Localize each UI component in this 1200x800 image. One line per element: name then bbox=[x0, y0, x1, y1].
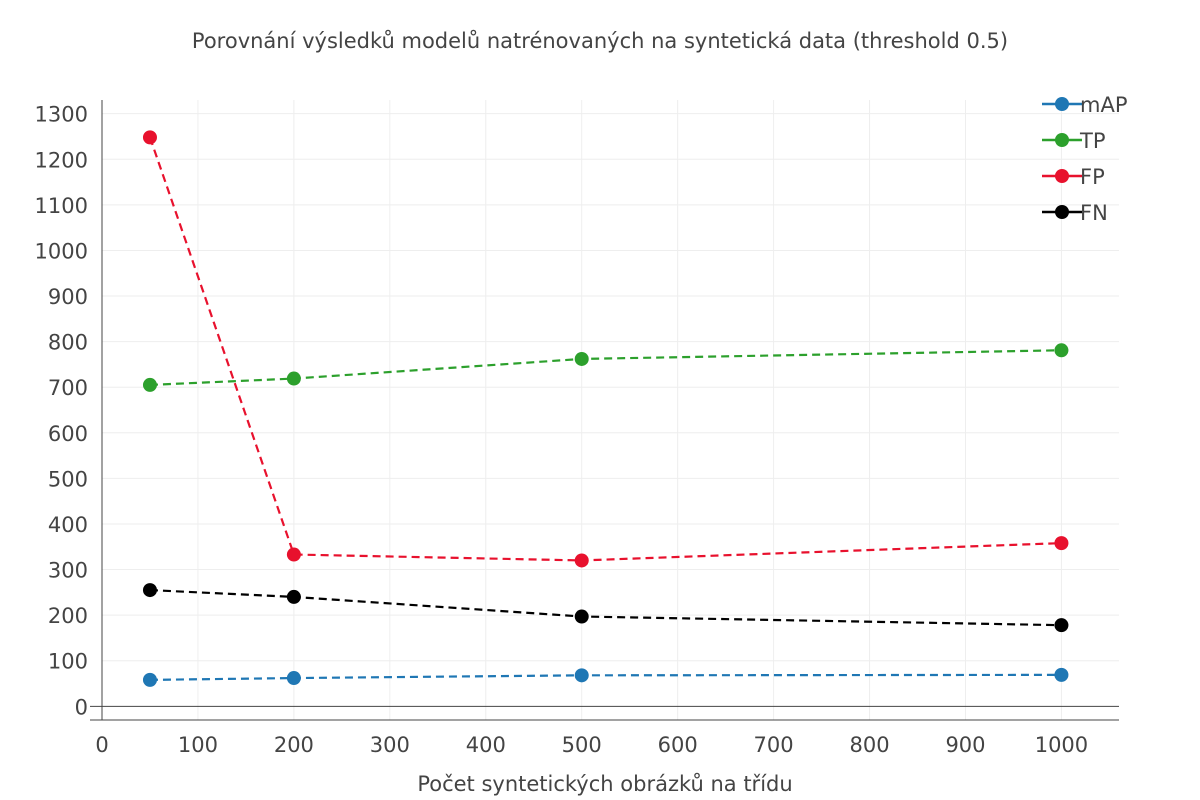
data-point-fn[interactable] bbox=[574, 609, 589, 624]
y-tick-label: 1000 bbox=[35, 239, 88, 263]
legend-item-fn[interactable]: FN bbox=[1042, 201, 1108, 225]
x-tick-label: 0 bbox=[95, 733, 108, 757]
series-fn bbox=[142, 583, 1069, 633]
legend-marker bbox=[1055, 205, 1069, 219]
x-tick-label: 400 bbox=[466, 733, 506, 757]
legend-item-tp[interactable]: TP bbox=[1042, 129, 1106, 153]
data-point-fn[interactable] bbox=[142, 583, 157, 598]
legend-marker bbox=[1055, 133, 1069, 147]
legend-item-fp[interactable]: FP bbox=[1042, 165, 1105, 189]
series-line-fn bbox=[149, 588, 1062, 627]
y-tick-label: 1100 bbox=[35, 194, 88, 218]
data-point-fp[interactable] bbox=[574, 553, 589, 568]
legend-label: TP bbox=[1079, 129, 1106, 153]
x-tick-label: 300 bbox=[370, 733, 410, 757]
legend-marker bbox=[1055, 97, 1069, 111]
y-tick-label: 400 bbox=[48, 513, 88, 537]
legend-marker bbox=[1055, 169, 1069, 183]
data-point-fp[interactable] bbox=[142, 130, 157, 145]
x-tick-label: 100 bbox=[178, 733, 218, 757]
data-point-fn[interactable] bbox=[1054, 618, 1069, 633]
data-point-map[interactable] bbox=[1054, 667, 1069, 682]
chart-title: Porovnání výsledků modelů natrénovaných … bbox=[192, 29, 1008, 53]
x-tick-label: 1000 bbox=[1035, 733, 1088, 757]
data-point-tp[interactable] bbox=[574, 351, 589, 366]
y-tick-label: 200 bbox=[48, 604, 88, 628]
series-tp bbox=[142, 343, 1069, 392]
y-tick-label: 0 bbox=[75, 695, 88, 719]
legend-item-map[interactable]: mAP bbox=[1042, 93, 1128, 117]
x-tick-label: 500 bbox=[562, 733, 602, 757]
y-tick-label: 500 bbox=[48, 467, 88, 491]
x-tick-label: 200 bbox=[274, 733, 314, 757]
y-tick-label: 700 bbox=[48, 376, 88, 400]
grid bbox=[102, 100, 1119, 720]
series-line-tp bbox=[149, 349, 1062, 387]
y-tick-label: 300 bbox=[48, 559, 88, 583]
series-line-fp bbox=[148, 137, 1062, 562]
series-map bbox=[142, 667, 1069, 687]
x-axis-title: Počet syntetických obrázků na třídu bbox=[417, 772, 792, 796]
legend-label: FN bbox=[1080, 201, 1108, 225]
x-tick-label: 900 bbox=[945, 733, 985, 757]
legend-label: FP bbox=[1080, 165, 1105, 189]
y-tick-label: 800 bbox=[48, 331, 88, 355]
series-fp bbox=[142, 130, 1069, 568]
series-group bbox=[142, 130, 1069, 687]
data-point-tp[interactable] bbox=[286, 371, 301, 386]
data-point-fp[interactable] bbox=[286, 547, 301, 562]
y-tick-label: 1300 bbox=[35, 103, 88, 127]
data-point-fp[interactable] bbox=[1054, 536, 1069, 551]
x-tick-label: 600 bbox=[658, 733, 698, 757]
data-point-tp[interactable] bbox=[142, 377, 157, 392]
x-tick-label: 700 bbox=[754, 733, 794, 757]
series-line-map bbox=[149, 673, 1062, 681]
data-point-tp[interactable] bbox=[1054, 343, 1069, 358]
legend-label: mAP bbox=[1080, 93, 1128, 117]
y-tick-label: 1200 bbox=[35, 148, 88, 172]
data-point-fn[interactable] bbox=[286, 589, 301, 604]
data-point-map[interactable] bbox=[286, 671, 301, 686]
data-point-map[interactable] bbox=[574, 668, 589, 683]
x-tick-label: 800 bbox=[850, 733, 890, 757]
y-tick-label: 100 bbox=[48, 650, 88, 674]
y-tick-label: 900 bbox=[48, 285, 88, 309]
legend[interactable]: mAP TP FP FN bbox=[1042, 93, 1128, 225]
axes: 0100200300400500600700800900100011001200… bbox=[35, 100, 1119, 757]
y-tick-label: 600 bbox=[48, 422, 88, 446]
data-point-map[interactable] bbox=[142, 672, 157, 687]
